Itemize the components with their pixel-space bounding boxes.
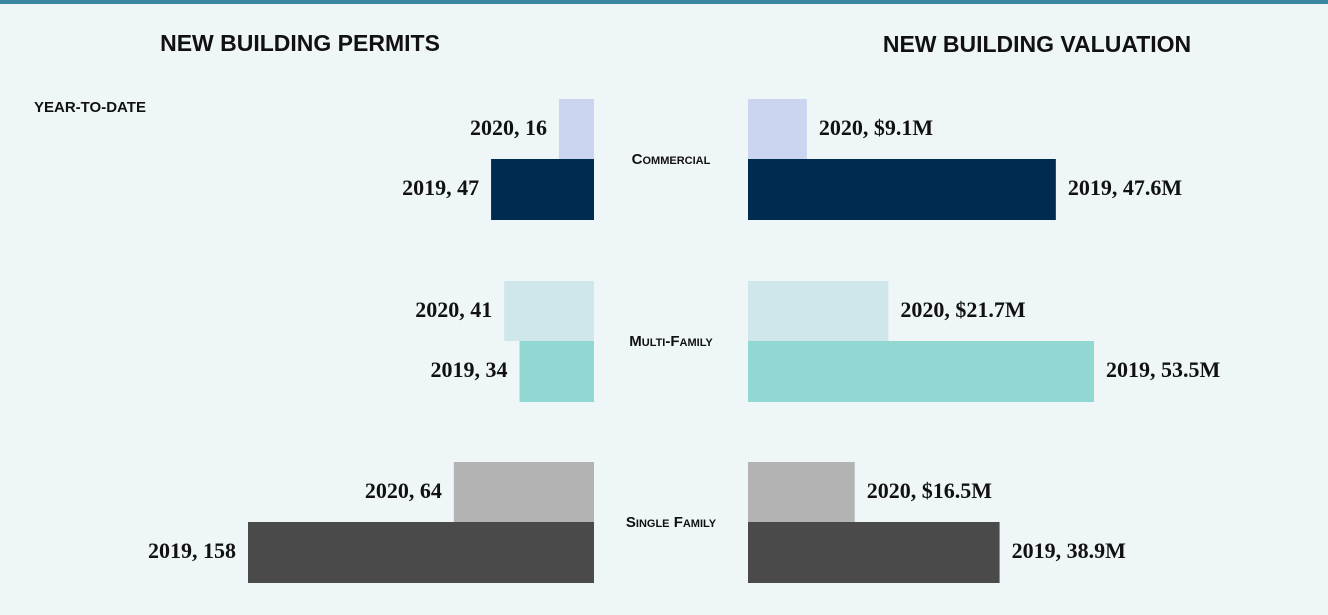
value-label: 2020, 41 [415,297,492,322]
category-label: Single Family [626,514,717,531]
chart-title: NEW BUILDING PERMITS [160,30,440,56]
bar [748,99,807,159]
category-label: Commercial [632,151,711,168]
value-label: 2020, $21.7M [900,297,1026,322]
value-label: 2019, 158 [148,538,236,563]
bar [748,522,1000,583]
bar [558,99,594,159]
bar [748,341,1094,402]
value-label: 2019, 47 [402,175,479,200]
bar [453,462,594,522]
bar [491,159,594,220]
bar [248,522,594,583]
value-label: 2019, 34 [431,357,508,382]
period-label: YEAR-TO-DATE [34,99,146,116]
value-label: 2019, 47.6M [1068,175,1183,200]
value-label: 2019, 53.5M [1106,357,1221,382]
bar [519,341,594,402]
value-label: 2020, 64 [365,478,442,503]
value-label: 2019, 38.9M [1012,538,1127,563]
value-label: 2020, $16.5M [867,478,993,503]
bar [748,159,1056,220]
bar [748,462,855,522]
bar [504,281,594,341]
bar [748,281,889,341]
value-label: 2020, $9.1M [819,115,934,140]
top-border [0,0,1328,4]
value-label: 2020, 16 [470,115,547,140]
category-label: Multi-Family [629,333,713,350]
chart-title: NEW BUILDING VALUATION [883,31,1191,57]
